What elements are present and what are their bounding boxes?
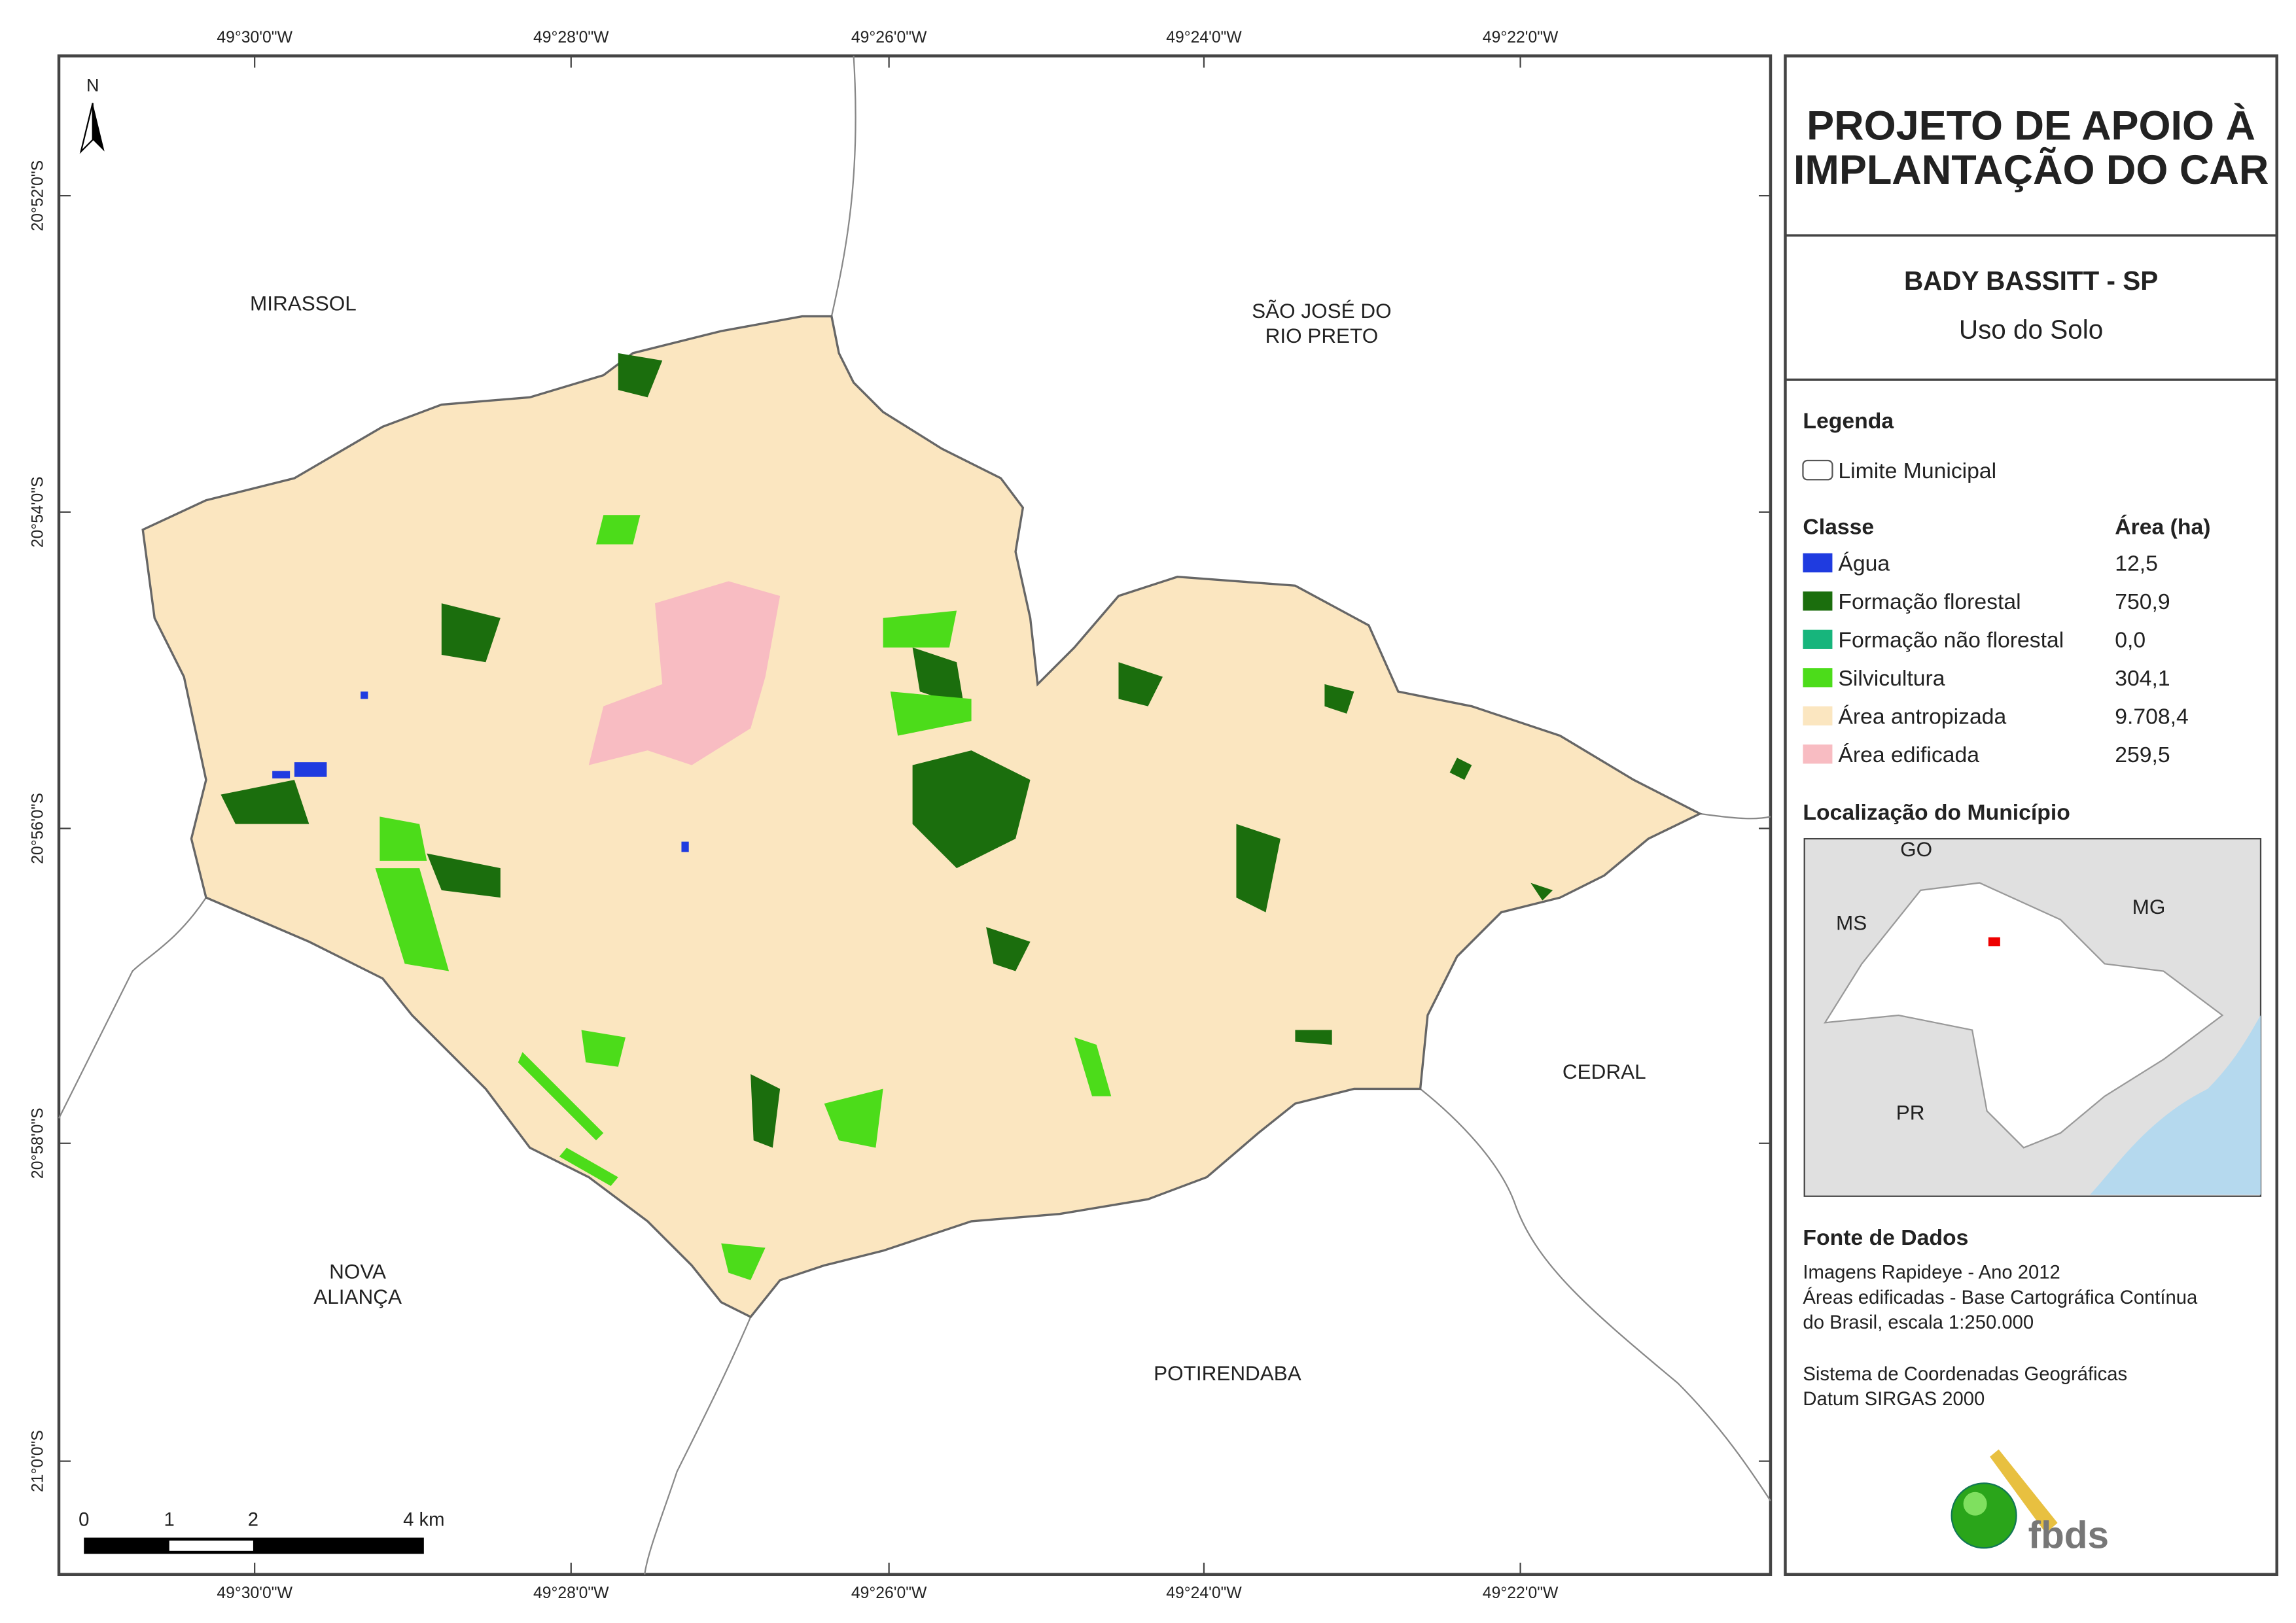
silviculture-patches [375,515,1112,1280]
legend-swatch [1803,668,1833,688]
legend-area: 304,1 [2115,666,2170,691]
legend-area: 12,5 [2115,551,2158,576]
sources-heading: Fonte de Dados [1803,1225,1968,1250]
legend-area: 9.708,4 [2115,705,2189,729]
municipality-name: BADY BASSITT - SP [1904,266,2158,296]
lon-label: 49°24'0"W [1166,1584,1242,1602]
lat-label: 21°0'0"S [29,1430,46,1492]
source-line: Áreas edificadas - Base Cartográfica Con… [1803,1287,2198,1308]
place-label: MIRASSOL [250,292,357,315]
title-line: IMPLANTAÇÃO DO CAR [1793,147,2269,193]
scale-label: 2 [248,1510,258,1531]
place-label: SÃO JOSÉ DO [1252,299,1391,323]
legend-area: 0,0 [2115,628,2146,653]
lon-label: 49°24'0"W [1166,29,1242,46]
lon-label: 49°22'0"W [1483,29,1559,46]
lat-label: 20°58'0"S [29,1108,46,1179]
lat-label: 20°56'0"S [29,793,46,864]
boundary-label: Limite Municipal [1838,459,1996,483]
location-heading: Localização do Município [1803,800,2070,825]
info-panel [1784,54,2278,1577]
location-label: GO [1900,837,1932,861]
place-label: POTIRENDABA [1154,1361,1301,1385]
scale-label: 1 [164,1510,175,1531]
location-labels: GO MS MG PR [1836,837,2165,1125]
location-label: PR [1896,1101,1925,1125]
neighbor-boundaries [58,56,1771,1575]
location-label: MS [1836,911,1867,935]
place-label: NOVA [329,1260,386,1283]
lon-label: 49°26'0"W [851,1584,927,1602]
title-line: PROJETO DE APOIO À [1807,103,2255,149]
scale-bar [84,1537,424,1554]
legend-swatch [1803,629,1833,649]
legend-label: Área edificada [1838,742,1979,767]
built-area [588,581,781,765]
lon-label: 49°26'0"W [851,29,927,46]
location-map [1803,837,2262,1197]
lat-label: 20°54'0"S [29,476,46,548]
legend-swatch [1803,744,1833,764]
legend-swatch [1803,553,1833,572]
source-line: Imagens Rapideye - Ano 2012 [1803,1263,2060,1283]
sources: Imagens Rapideye - Ano 2012 Áreas edifica… [1803,1263,2198,1410]
legend-items: Água 12,5 Formação florestal 750,9 Formação … [1803,551,2189,767]
legend-label: Formação não florestal [1838,628,2064,653]
lon-label: 49°28'0"W [533,29,609,46]
place-label: CEDRAL [1563,1060,1646,1083]
boundary-swatch [1802,459,1833,481]
class-header: Classe [1803,515,1874,540]
source-line: Sistema de Coordenadas Geográficas [1803,1364,2127,1385]
legend-swatch [1803,591,1833,611]
lon-label: 49°30'0"W [217,1584,292,1602]
water-patches [272,691,689,852]
place-label: ALIANÇA [313,1285,402,1308]
north-arrow: N [79,75,105,154]
legend-area: 750,9 [2115,589,2170,614]
source-line: Datum SIRGAS 2000 [1803,1389,1985,1410]
theme: Uso do Solo [1959,314,2103,344]
north-label: N [86,75,99,95]
scale-label: 4 km [403,1510,444,1531]
source-line: do Brasil, escala 1:250.000 [1803,1312,2034,1333]
lat-label: 20°52'0"S [29,160,46,232]
place-label: RIO PRETO [1265,324,1379,347]
logo-text: fbds [2028,1514,2109,1556]
area-header: Área (ha) [2115,515,2210,540]
map-labels: 49°30'0"W 49°30'0"W 49°28'0"W 49°28'0"W 49°2… [29,29,1646,1602]
legend-area: 259,5 [2115,742,2170,767]
legend-label: Área antropizada [1838,705,2006,729]
lon-label: 49°28'0"W [533,1584,609,1602]
graticule-ticks [59,56,1771,1575]
location-label: MG [2132,895,2166,918]
legend-swatch [1803,706,1833,725]
lon-label: 49°22'0"W [1483,1584,1559,1602]
forest-patches [221,353,1553,1148]
scale-label: 0 [79,1510,89,1531]
legend-label: Formação florestal [1838,589,2021,614]
logo: fbds [1951,1449,2109,1556]
legend-heading: Legenda [1803,409,1894,434]
legend-label: Água [1838,551,1890,576]
lon-label: 49°30'0"W [217,29,292,46]
legend-label: Silvicultura [1838,666,1945,691]
